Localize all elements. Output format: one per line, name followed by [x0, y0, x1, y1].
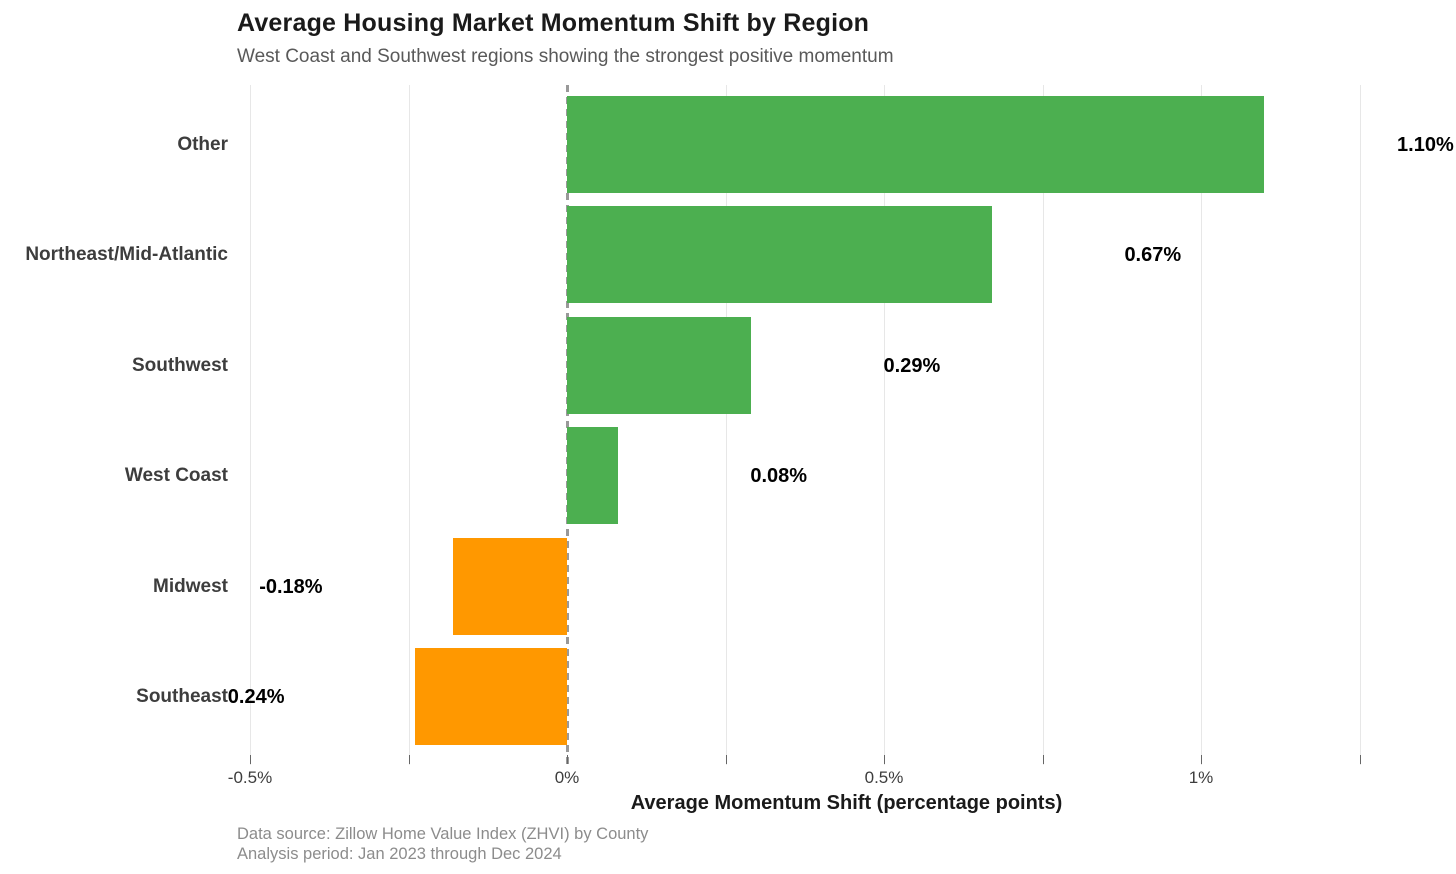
- category-label-midwest: Midwest: [150, 573, 228, 601]
- category-label-text: Other: [174, 133, 228, 155]
- gridline: [1359, 85, 1361, 765]
- footer-notes: Data source: Zillow Home Value Index (ZH…: [237, 825, 648, 864]
- value-label-other: 1.10%: [1397, 133, 1454, 156]
- category-label-text: Southeast: [133, 685, 228, 707]
- gridline: [884, 85, 885, 765]
- category-label-southwest: Southwest: [128, 352, 228, 380]
- bar-midwest: [452, 538, 567, 635]
- gridline: [725, 85, 727, 765]
- category-label-text: West Coast: [121, 464, 228, 486]
- x-tick: [884, 755, 885, 764]
- category-label-southeast: Southeast: [133, 683, 228, 711]
- x-tick-label: -0.5%: [227, 768, 273, 787]
- x-tick: [1201, 755, 1202, 764]
- zero-baseline: [566, 85, 569, 765]
- value-label-southwest: 0.29%: [883, 354, 941, 377]
- value-label-southeast: -0.24%: [221, 685, 285, 708]
- x-tick-label: 0%: [554, 768, 580, 787]
- x-tick-label: 1%: [1188, 768, 1214, 787]
- category-label-text: Southwest: [128, 354, 228, 376]
- gridline: [250, 85, 251, 765]
- category-label-northeast-mid-atlantic: Northeast/Mid-Atlantic: [22, 241, 228, 269]
- bar-west-coast: [567, 427, 618, 524]
- analysis-period-note: Analysis period: Jan 2023 through Dec 20…: [237, 844, 562, 863]
- x-tick: [1042, 755, 1044, 764]
- gridline: [1201, 85, 1202, 765]
- data-source-note: Data source: Zillow Home Value Index (ZH…: [237, 825, 649, 843]
- x-axis-title: Average Momentum Shift (percentage point…: [630, 792, 1063, 814]
- chart-subtitle: West Coast and Southwest regions showing…: [237, 46, 894, 67]
- bar-other: [567, 96, 1265, 193]
- x-tick: [250, 755, 251, 764]
- category-label-west-coast: West Coast: [121, 462, 228, 490]
- category-label-other: Other: [174, 131, 228, 159]
- gridline: [1042, 85, 1044, 765]
- x-tick-label: 0.5%: [864, 768, 904, 787]
- bar-southeast: [414, 648, 567, 745]
- x-tick: [725, 755, 727, 764]
- value-label-west-coast: 0.08%: [750, 464, 808, 487]
- x-tick: [408, 755, 410, 764]
- x-tick: [567, 755, 568, 764]
- x-tick: [1359, 755, 1361, 764]
- chart-title: Average Housing Market Momentum Shift by…: [237, 9, 870, 37]
- gridline: [408, 85, 410, 765]
- plot-area: 1.10% Other 0.67% Northeast/Mid-Atlantic 0.2…: [22, 85, 1456, 787]
- value-label-midwest: -0.18%: [259, 575, 323, 598]
- category-label-text: Midwest: [150, 575, 228, 597]
- category-label-text: Northeast/Mid-Atlantic: [22, 243, 228, 265]
- value-label-northeast-mid-atlantic: 0.67%: [1124, 243, 1182, 266]
- bar-southwest: [567, 317, 751, 414]
- bar-northeast-mid-atlantic: [567, 206, 992, 303]
